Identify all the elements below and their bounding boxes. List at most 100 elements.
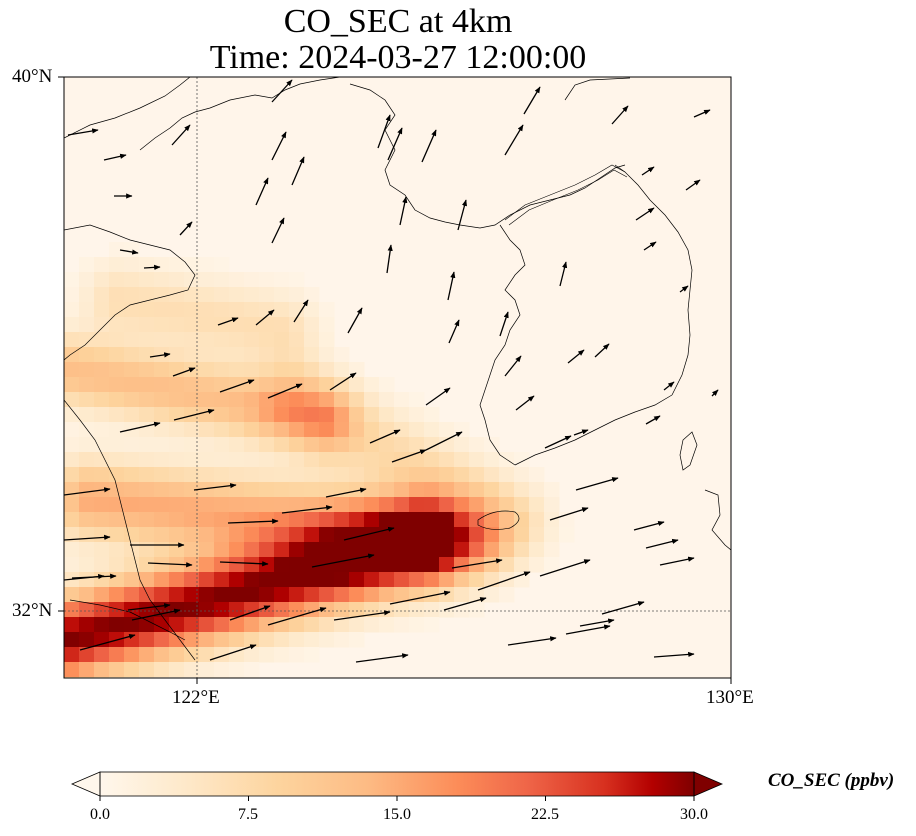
field-cell bbox=[319, 392, 335, 408]
field-cell bbox=[244, 647, 260, 663]
field-cell bbox=[94, 287, 110, 303]
field-cell bbox=[94, 647, 110, 663]
field-cell bbox=[139, 392, 155, 408]
field-cell bbox=[349, 542, 365, 558]
field-cell bbox=[184, 662, 200, 678]
field-cell bbox=[64, 632, 80, 648]
field-cell bbox=[154, 392, 170, 408]
field-cell bbox=[214, 287, 230, 303]
field-cell bbox=[244, 542, 260, 558]
wind-arrow bbox=[329, 372, 357, 391]
field-cell bbox=[529, 557, 545, 573]
field-cell bbox=[64, 422, 80, 438]
field-cell bbox=[334, 407, 350, 423]
field-cell bbox=[244, 467, 260, 483]
field-cell bbox=[454, 512, 470, 528]
field-cell bbox=[319, 452, 335, 468]
field-cell bbox=[184, 512, 200, 528]
field-cell bbox=[154, 302, 170, 318]
field-cell bbox=[349, 557, 365, 573]
field-cell bbox=[64, 407, 80, 423]
jeju-island bbox=[477, 510, 520, 530]
colorbar-gradient bbox=[100, 772, 694, 796]
wind-arrow bbox=[399, 196, 408, 226]
field-cell bbox=[94, 392, 110, 408]
field-cell bbox=[109, 272, 125, 288]
field-cell bbox=[289, 437, 305, 453]
coastline-shandong bbox=[64, 224, 196, 361]
field-cell bbox=[64, 452, 80, 468]
field-cell bbox=[469, 482, 485, 498]
field-cell bbox=[94, 422, 110, 438]
field-cell bbox=[79, 542, 95, 558]
field-cell bbox=[214, 347, 230, 363]
field-cell bbox=[109, 302, 125, 318]
field-cell bbox=[184, 542, 200, 558]
wind-arrow bbox=[387, 127, 403, 161]
field-cell bbox=[109, 557, 125, 573]
field-cell bbox=[229, 272, 245, 288]
field-cell bbox=[289, 317, 305, 333]
field-cell bbox=[79, 677, 95, 678]
field-cell bbox=[469, 527, 485, 543]
field-cell bbox=[139, 482, 155, 498]
field-cell bbox=[379, 572, 395, 588]
field-cell bbox=[79, 662, 95, 678]
wind-arrow bbox=[333, 610, 391, 621]
field-cell bbox=[229, 317, 245, 333]
field-cell bbox=[229, 602, 245, 618]
coastline-japan bbox=[704, 489, 731, 551]
wind-arrow bbox=[217, 317, 239, 326]
field-cell bbox=[364, 557, 380, 573]
field-cell bbox=[439, 587, 455, 603]
field-cell bbox=[289, 377, 305, 393]
field-cell bbox=[199, 662, 215, 678]
field-cell bbox=[289, 572, 305, 588]
field-cell bbox=[169, 467, 185, 483]
field-cell bbox=[439, 572, 455, 588]
field-cell bbox=[304, 632, 320, 648]
field-cell bbox=[334, 437, 350, 453]
field-cell bbox=[79, 647, 95, 663]
field-cell bbox=[484, 497, 500, 513]
field-cell bbox=[529, 497, 545, 513]
field-cell bbox=[259, 392, 275, 408]
field-cell bbox=[169, 602, 185, 618]
field-cell bbox=[214, 542, 230, 558]
field-cell bbox=[139, 527, 155, 543]
field-cell bbox=[544, 542, 560, 558]
field-cell bbox=[544, 482, 560, 498]
field-cell bbox=[259, 647, 275, 663]
field-cell bbox=[79, 527, 95, 543]
field-cell bbox=[439, 422, 455, 438]
field-cell bbox=[409, 497, 425, 513]
field-cell bbox=[109, 317, 125, 333]
field-cell bbox=[109, 332, 125, 348]
field-cell bbox=[334, 497, 350, 513]
field-cell bbox=[514, 467, 530, 483]
field-cell bbox=[409, 617, 425, 633]
field-cell bbox=[169, 647, 185, 663]
field-cell bbox=[334, 557, 350, 573]
field-cell bbox=[409, 452, 425, 468]
field-cell bbox=[214, 602, 230, 618]
field-cell bbox=[394, 482, 410, 498]
field-cell bbox=[199, 377, 215, 393]
wind-arrow bbox=[679, 285, 689, 293]
field-cell bbox=[94, 557, 110, 573]
field-cell bbox=[334, 527, 350, 543]
field-cell bbox=[439, 482, 455, 498]
field-cell bbox=[94, 452, 110, 468]
field-cell bbox=[244, 587, 260, 603]
field-cell bbox=[154, 272, 170, 288]
field-cell bbox=[199, 347, 215, 363]
field-cell bbox=[364, 422, 380, 438]
field-cell bbox=[229, 437, 245, 453]
field-cell bbox=[199, 587, 215, 603]
field-cell bbox=[154, 407, 170, 423]
field-cell bbox=[364, 512, 380, 528]
field-cell bbox=[109, 647, 125, 663]
field-cell bbox=[244, 572, 260, 588]
field-cell bbox=[214, 257, 230, 273]
field-cell bbox=[184, 497, 200, 513]
